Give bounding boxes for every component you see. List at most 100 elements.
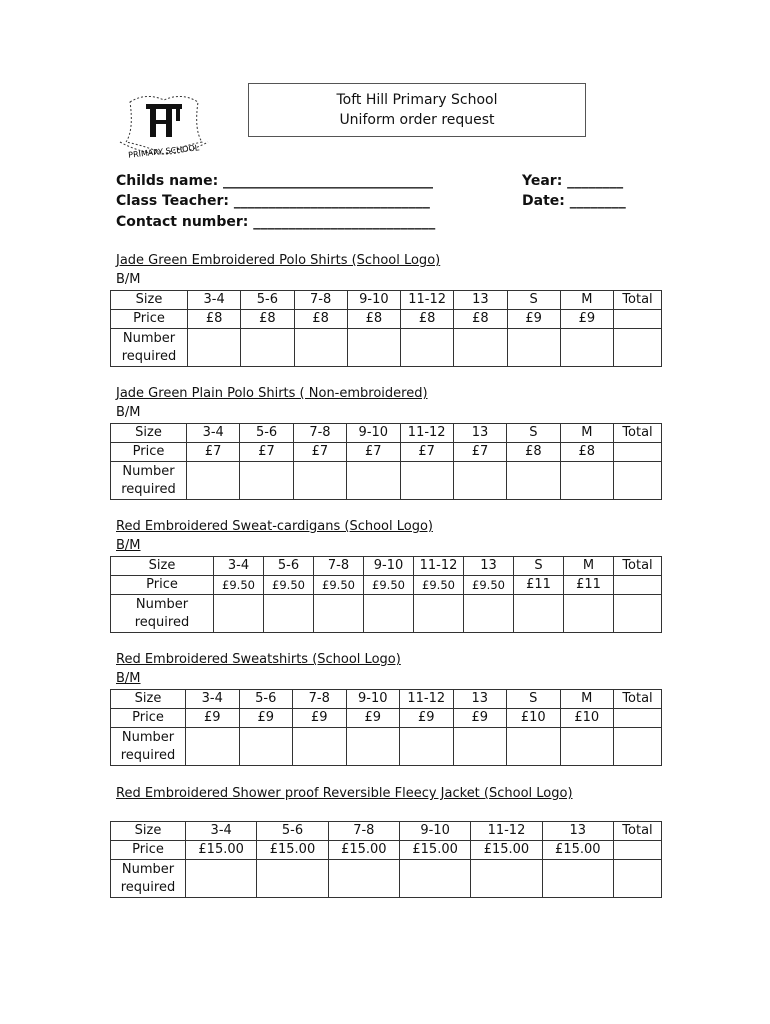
price-cell: £9 [399,708,454,728]
row-label: Number required [110,727,186,766]
row-label: Number required [110,859,186,898]
section-title: Jade Green Plain Polo Shirts ( Non-embro… [116,386,428,401]
size-cell: S [513,556,564,576]
quantity-input-cell[interactable] [346,461,401,500]
size-cell: M [559,423,615,443]
size-cell: S [506,423,561,443]
price-cell: £9 [506,309,561,329]
quantity-input-cell[interactable] [413,594,464,633]
quantity-input-cell[interactable] [185,461,241,500]
size-cell: 7-8 [292,423,348,443]
quantity-input-cell[interactable] [399,727,454,766]
quantity-input-cell[interactable] [463,594,514,633]
size-note: B/M [116,538,141,553]
total-input-cell[interactable] [612,859,662,898]
size-cell: 13 [452,423,508,443]
total-header: Total [613,556,662,576]
size-row: Size 3-4 5-6 7-8 9-10 11-12 13 S M Total [110,689,662,709]
price-cell: £7 [292,442,348,462]
order-table: Size 3-4 5-6 7-8 9-10 11-12 13 S M Total Price £9.5… [110,556,662,633]
quantity-input-cell[interactable] [240,328,295,367]
size-cell: 11-12 [399,689,454,709]
quantity-input-cell[interactable] [185,727,240,766]
quantity-input-cell[interactable] [559,461,615,500]
number-required-row: Number required [110,727,662,766]
price-cell: £9 [345,708,400,728]
quantity-input-cell[interactable] [292,727,347,766]
quantity-input-cell[interactable] [345,727,400,766]
price-cell: £7 [185,442,241,462]
quantity-input-cell[interactable] [293,328,348,367]
quantity-input-cell[interactable] [363,594,414,633]
price-cell: £8 [293,309,348,329]
quantity-input-cell[interactable] [313,594,364,633]
year-field[interactable]: Year: ________ [522,173,624,189]
contact-number-field[interactable]: Contact number: ________________________… [116,214,436,230]
size-row: Size 3-4 5-6 7-8 9-10 11-12 13 Total [110,821,662,841]
size-cell: 7-8 [313,556,364,576]
quantity-input-cell[interactable] [399,461,454,500]
total-input-cell[interactable] [613,727,662,766]
row-label: Size [110,556,214,576]
quantity-input-cell[interactable] [239,461,294,500]
total-price-cell [613,442,662,462]
quantity-input-cell[interactable] [256,859,329,898]
row-label: Price [110,708,186,728]
size-cell: 3-4 [186,290,242,310]
price-cell: £7 [452,442,508,462]
date-field[interactable]: Date: ________ [522,193,626,209]
quantity-input-cell[interactable] [506,727,561,766]
price-cell: £15.00 [470,840,543,860]
section-title: Red Embroidered Shower proof Reversible … [116,786,573,801]
order-table: Size 3-4 5-6 7-8 9-10 11-12 13 S M Total Price £9 £9… [110,689,662,766]
quantity-input-cell[interactable] [346,328,402,367]
quantity-input-cell[interactable] [213,594,264,633]
row-label: Number required [110,461,187,500]
total-header: Total [613,423,662,443]
size-cell: 9-10 [398,821,472,841]
size-note: B/M [116,671,141,686]
quantity-input-cell[interactable] [399,328,455,367]
quantity-input-cell[interactable] [513,594,564,633]
quantity-input-cell[interactable] [292,461,348,500]
size-cell: 11-12 [413,556,464,576]
row-label: Size [110,821,186,841]
price-cell: £10 [506,708,561,728]
price-cell: £9 [292,708,347,728]
quantity-input-cell[interactable] [186,328,242,367]
quantity-input-cell[interactable] [452,727,507,766]
total-header: Total [613,290,662,310]
quantity-input-cell[interactable] [327,859,400,898]
quantity-input-cell[interactable] [506,461,561,500]
size-note: B/M [116,272,141,287]
childs-name-field[interactable]: Childs name: ___________________________… [116,173,434,189]
quantity-input-cell[interactable] [398,859,472,898]
total-input-cell[interactable] [613,461,662,500]
section-title: Red Embroidered Sweatshirts (School Logo… [116,652,401,667]
total-input-cell[interactable] [613,594,662,633]
quantity-input-cell[interactable] [184,859,258,898]
class-teacher-field[interactable]: Class Teacher: _________________________… [116,193,430,209]
quantity-input-cell[interactable] [559,727,614,766]
price-cell: £15.00 [327,840,400,860]
quantity-input-cell[interactable] [506,328,561,367]
price-cell: £11 [513,575,564,595]
price-row: Price £9.50 £9.50 £9.50 £9.50 £9.50 £9.50 £11 £1… [110,575,662,595]
size-cell: 9-10 [345,689,400,709]
price-cell: £8 [346,309,402,329]
size-cell: 11-12 [470,821,543,841]
total-input-cell[interactable] [613,328,662,367]
price-cell: £9.50 [413,575,464,595]
quantity-input-cell[interactable] [452,461,508,500]
quantity-input-cell[interactable] [238,727,293,766]
total-header: Total [613,689,662,709]
quantity-input-cell[interactable] [563,594,614,633]
quantity-input-cell[interactable] [559,328,615,367]
quantity-input-cell[interactable] [263,594,314,633]
order-table: Size 3-4 5-6 7-8 9-10 11-12 13 S M Total Price £7 £7… [110,423,662,500]
quantity-input-cell[interactable] [541,859,614,898]
quantity-input-cell[interactable] [453,328,508,367]
size-cell: 5-6 [239,423,294,443]
size-cell: 13 [463,556,514,576]
quantity-input-cell[interactable] [470,859,543,898]
